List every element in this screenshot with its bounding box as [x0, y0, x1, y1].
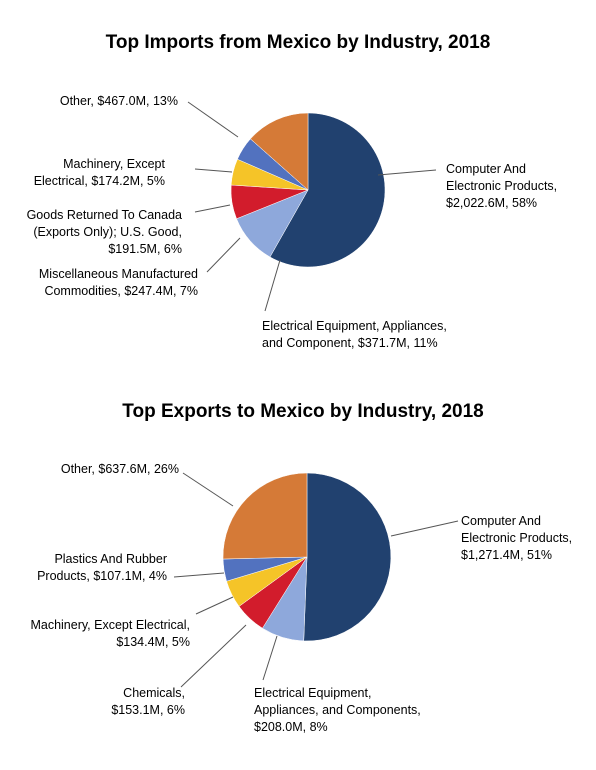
exports-label-line: Other, $637.6M, 26%	[61, 462, 179, 476]
exports-slice-other	[222, 472, 308, 560]
imports-chart-title: Top Imports from Mexico by Industry, 201…	[106, 32, 491, 53]
imports-label-line: Other, $467.0M, 13%	[60, 94, 178, 108]
exports-label-line: Chemicals,	[123, 686, 185, 700]
exports-label-line: Electronic Products,	[461, 531, 572, 545]
exports-label-electrical-equipment-appliances-and-components: Electrical Equipment, Appliances, and Com…	[254, 686, 421, 734]
exports-slice-computer-and-electronic-products	[303, 472, 392, 642]
exports-label-line: $208.0M, 8%	[254, 720, 328, 734]
imports-label-machinery-except-electrical: Machinery, Except Electrical, $174.2M, 5%	[34, 157, 166, 188]
imports-leader-other	[187, 101, 239, 138]
imports-label-line: Machinery, Except	[63, 157, 165, 171]
exports-pie-chart: Top Exports to Mexico by Industry, 2018 …	[30, 401, 572, 734]
imports-slice-other	[250, 112, 309, 191]
imports-label-line: $191.5M, 6%	[108, 242, 182, 256]
imports-label-line: Miscellaneous Manufactured	[39, 267, 198, 281]
exports-leader-electrical-equipment-appliances-and-components	[262, 635, 278, 681]
exports-label-plastics-and-rubber-products: Plastics And Rubber Products, $107.1M, 4%	[37, 552, 167, 583]
exports-label-other: Other, $637.6M, 26%	[61, 462, 179, 476]
imports-slice-labels: Computer And Electronic Products, $2,022.6…	[27, 94, 558, 350]
imports-label-line: and Component, $371.7M, 11%	[262, 336, 438, 350]
imports-leader-electrical-equipment-appliances-and-component	[264, 259, 281, 312]
exports-leader-lines	[173, 472, 459, 688]
imports-label-goods-returned-to-canada-exports-only-u-s-good: Goods Returned To Canada (Exports Only); …	[27, 208, 182, 256]
exports-label-line: Electrical Equipment,	[254, 686, 371, 700]
exports-label-line: $1,271.4M, 51%	[461, 548, 552, 562]
exports-leader-plastics-and-rubber-products	[173, 572, 225, 578]
exports-label-line: Products, $107.1M, 4%	[37, 569, 167, 583]
imports-leader-goods-returned-to-canada-exports-only-u-s-good	[194, 204, 231, 213]
exports-label-line: $134.4M, 5%	[116, 635, 190, 649]
imports-leader-miscellaneous-manufactured-commodities	[206, 237, 241, 273]
exports-label-computer-and-electronic-products: Computer And Electronic Products, $1,271.4…	[461, 514, 572, 562]
exports-label-line: Appliances, and Components,	[254, 703, 421, 717]
imports-label-line: Electronic Products,	[446, 179, 557, 193]
exports-label-line: Machinery, Except Electrical,	[30, 618, 190, 632]
exports-label-machinery-except-electrical: Machinery, Except Electrical, $134.4M, 5%	[30, 618, 190, 649]
imports-label-miscellaneous-manufactured-commodities: Miscellaneous Manufactured Commodities, $…	[39, 267, 198, 298]
imports-label-line: Commodities, $247.4M, 7%	[44, 284, 198, 298]
imports-label-line: Electrical Equipment, Appliances,	[262, 319, 447, 333]
imports-leader-machinery-except-electrical	[194, 168, 233, 173]
imports-slice-computer-and-electronic-products	[269, 112, 386, 268]
imports-label-line: $2,022.6M, 58%	[446, 196, 537, 210]
imports-label-computer-and-electronic-products: Computer And Electronic Products, $2,022.6…	[446, 162, 557, 210]
exports-chart-title: Top Exports to Mexico by Industry, 2018	[122, 401, 483, 422]
exports-leader-chemicals	[180, 624, 247, 688]
exports-slice-labels: Computer And Electronic Products, $1,271.4…	[30, 462, 572, 734]
imports-label-line: (Exports Only); U.S. Good,	[33, 225, 182, 239]
exports-label-line: Computer And	[461, 514, 541, 528]
imports-leader-lines	[187, 101, 437, 312]
imports-label-other: Other, $467.0M, 13%	[60, 94, 178, 108]
exports-label-line: $153.1M, 6%	[111, 703, 185, 717]
exports-leader-other	[182, 472, 234, 507]
exports-label-line: Plastics And Rubber	[54, 552, 167, 566]
imports-label-line: Electrical, $174.2M, 5%	[34, 174, 165, 188]
imports-label-line: Computer And	[446, 162, 526, 176]
imports-label-line: Goods Returned To Canada	[27, 208, 182, 222]
imports-pie-chart: Top Imports from Mexico by Industry, 201…	[27, 32, 558, 350]
imports-leader-computer-and-electronic-products	[377, 169, 437, 176]
exports-slices	[222, 472, 392, 642]
imports-label-electrical-equipment-appliances-and-component: Electrical Equipment, Appliances, and Com…	[262, 319, 447, 350]
exports-leader-computer-and-electronic-products	[390, 520, 459, 537]
exports-label-chemicals: Chemicals, $153.1M, 6%	[111, 686, 185, 717]
imports-slices	[230, 112, 386, 268]
exports-leader-machinery-except-electrical	[195, 596, 234, 615]
